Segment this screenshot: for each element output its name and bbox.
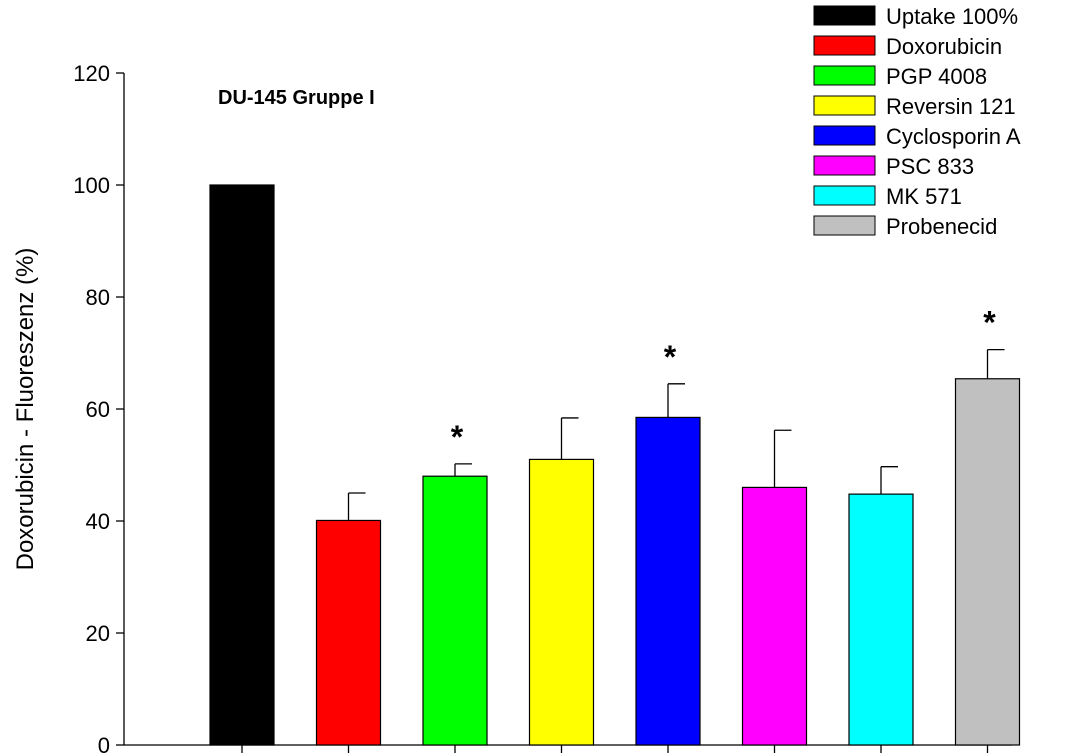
significance-marker: *: [983, 305, 996, 341]
significance-markers: * * *: [451, 305, 997, 455]
bar-cyclosporin-a: [635, 416, 701, 746]
legend-label: Doxorubicin: [886, 34, 1002, 59]
y-tick-label: 20: [86, 621, 110, 646]
bar-uptake-100-: [209, 184, 275, 746]
legend-label: Uptake 100%: [886, 4, 1018, 29]
legend-swatch: [813, 65, 876, 86]
y-tick-label: 0: [98, 733, 110, 756]
chart-title: DU-145 Gruppe I: [218, 87, 375, 109]
legend-label: Cyclosporin A: [886, 124, 1021, 149]
y-tick-label: 80: [86, 285, 110, 310]
bars: [209, 184, 1021, 746]
significance-marker: *: [664, 339, 677, 375]
bar-psc-833: [741, 486, 808, 746]
y-tick-label: 40: [86, 509, 110, 534]
y-tick-label: 60: [86, 397, 110, 422]
legend-swatch: [813, 35, 876, 56]
legend-swatch: [813, 5, 876, 26]
bar-mk-571: [848, 493, 914, 746]
bar-reversin-121: [528, 458, 595, 746]
y-axis-label: Doxorubicin - Fluoreszenz (%): [12, 248, 39, 571]
error-bars: [347, 348, 1005, 521]
legend: Uptake 100% Doxorubicin PGP 4008 Reversin 1…: [813, 4, 1021, 239]
legend-label: Reversin 121: [886, 94, 1016, 119]
legend-label: PGP 4008: [886, 64, 987, 89]
y-tick-label: 120: [73, 61, 110, 86]
legend-swatch: [813, 185, 876, 206]
bar-pgp-4008: [422, 475, 488, 746]
bar-probenecid: [954, 378, 1021, 746]
legend-swatch: [813, 155, 876, 176]
legend-label: PSC 833: [886, 154, 974, 179]
legend-swatch: [813, 95, 876, 116]
bar-doxorubicin: [315, 519, 382, 746]
legend-swatch: [813, 215, 876, 236]
legend-label: MK 571: [886, 184, 962, 209]
legend-swatch: [813, 125, 876, 146]
significance-marker: *: [451, 419, 464, 455]
legend-label: Probenecid: [886, 214, 997, 239]
y-tick-label: 100: [73, 173, 110, 198]
